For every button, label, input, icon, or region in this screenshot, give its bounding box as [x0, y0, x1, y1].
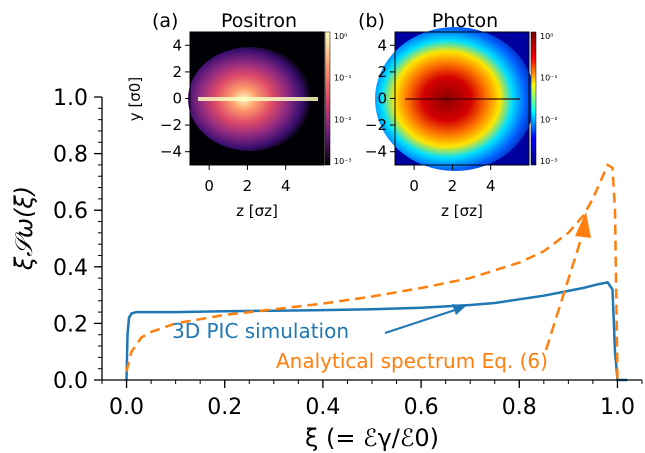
- inset-photon: (b) Photon z [σz] 0 2 4 4 2 0 −2 −4 10⁰ 10⁻¹ 10⁻² 1…: [358, 10, 558, 220]
- inset-positron: (a) Positron y [σ0] z [σz] 0 2 4 4 2 0 −2 −4 10⁰…: [126, 10, 352, 220]
- colorbar-tick-label: 10⁻¹: [334, 74, 352, 83]
- inset-y-tick-label: 2: [172, 63, 182, 81]
- colorbar-tick-label: 10⁻³: [334, 157, 352, 166]
- inset-b-core-band: [405, 98, 520, 100]
- annotation-pic-label: 3D PIC simulation: [172, 319, 349, 343]
- inset-a-panel-label: (a): [152, 10, 178, 32]
- main-ticks-group: 0.0 0.2 0.4 0.6 0.8 1.0 0.0 0.2 0.4 0.6 0.8 1.0: [53, 86, 643, 420]
- annotation-pic-arrow: [384, 309, 456, 334]
- inset-x-tick-label: 4: [281, 177, 291, 195]
- inset-y-tick-label: 4: [172, 36, 182, 54]
- x-tick-label: 0.4: [305, 395, 340, 420]
- y-tick-label: 0.6: [53, 199, 88, 224]
- inset-a-colorbar: [324, 31, 331, 166]
- inset-x-tick-label: 0: [409, 177, 419, 195]
- main-series-group: [125, 163, 628, 382]
- y-tick-label: 0.8: [53, 143, 88, 168]
- x-tick-label: 1.0: [600, 395, 635, 420]
- inset-y-tick-label: −2: [365, 116, 387, 134]
- colorbar-tick-label: 10⁰: [540, 32, 553, 41]
- inset-x-tick-label: 0: [204, 177, 214, 195]
- series-line-0: [125, 281, 628, 382]
- y-tick-label: 0.4: [53, 256, 88, 281]
- y-tick-label: 0.0: [53, 369, 88, 394]
- inset-b-colorbar: [530, 31, 537, 166]
- colorbar-tick-label: 10⁰: [334, 32, 347, 41]
- inset-x-tick-label: 4: [486, 177, 496, 195]
- inset-y-tick-label: 0: [172, 90, 182, 108]
- inset-a-xlabel: z [σz]: [236, 202, 278, 220]
- inset-b-title: Photon: [432, 10, 498, 32]
- y-tick-label: 1.0: [53, 86, 88, 111]
- annotation-pic-arrowhead: [452, 304, 466, 315]
- inset-y-tick-label: 0: [377, 90, 387, 108]
- annotation-analytic-label: Analytical spectrum Eq. (6): [276, 349, 548, 373]
- colorbar-tick-label: 10⁻³: [540, 157, 558, 166]
- annotations-group: 3D PIC simulation Analytical spectrum Eq…: [172, 212, 591, 373]
- x-tick-label: 0.8: [502, 395, 537, 420]
- colorbar-tick-label: 10⁻²: [540, 115, 558, 124]
- x-axis-label: ξ (= ℰγ/ℰ0): [305, 424, 439, 452]
- inset-b-panel-label: (b): [358, 10, 385, 32]
- inset-y-tick-label: −4: [365, 143, 387, 161]
- inset-a-ticks-group: 0 2 4 4 2 0 −2 −4 10⁰ 10⁻¹ 10⁻² 10⁻³: [160, 32, 352, 195]
- inset-a-ylabel: y [σ0]: [126, 77, 144, 121]
- inset-x-tick-label: 2: [448, 177, 458, 195]
- colorbar-tick-label: 10⁻²: [334, 115, 352, 124]
- inset-a-title: Positron: [221, 10, 297, 32]
- x-tick-label: 0.2: [207, 395, 242, 420]
- y-axis-label: ξ𝒮ω(ξ): [10, 186, 38, 271]
- colorbar-tick-label: 10⁻¹: [540, 74, 558, 83]
- inset-y-tick-label: 2: [377, 63, 387, 81]
- x-tick-label: 0.0: [109, 395, 144, 420]
- x-tick-label: 0.6: [404, 395, 439, 420]
- annotation-analytic-arrow: [544, 235, 584, 351]
- y-tick-label: 0.2: [53, 312, 88, 337]
- inset-y-tick-label: −4: [160, 143, 182, 161]
- inset-b-ticks-group: 0 2 4 4 2 0 −2 −4 10⁰ 10⁻¹ 10⁻² 10⁻³: [365, 32, 558, 195]
- series-line-1: [125, 163, 619, 381]
- inset-y-tick-label: −2: [160, 116, 182, 134]
- annotation-analytic-arrowhead: [575, 212, 591, 238]
- inset-b-xlabel: z [σz]: [441, 202, 483, 220]
- inset-x-tick-label: 2: [243, 177, 253, 195]
- inset-y-tick-label: 4: [377, 36, 387, 54]
- inset-a-core-band: [198, 97, 318, 101]
- main-plot-axes: 0.0 0.2 0.4 0.6 0.8 1.0 0.0 0.2 0.4 0.6 0.8 1.0 ξ𝒮ω…: [10, 86, 643, 452]
